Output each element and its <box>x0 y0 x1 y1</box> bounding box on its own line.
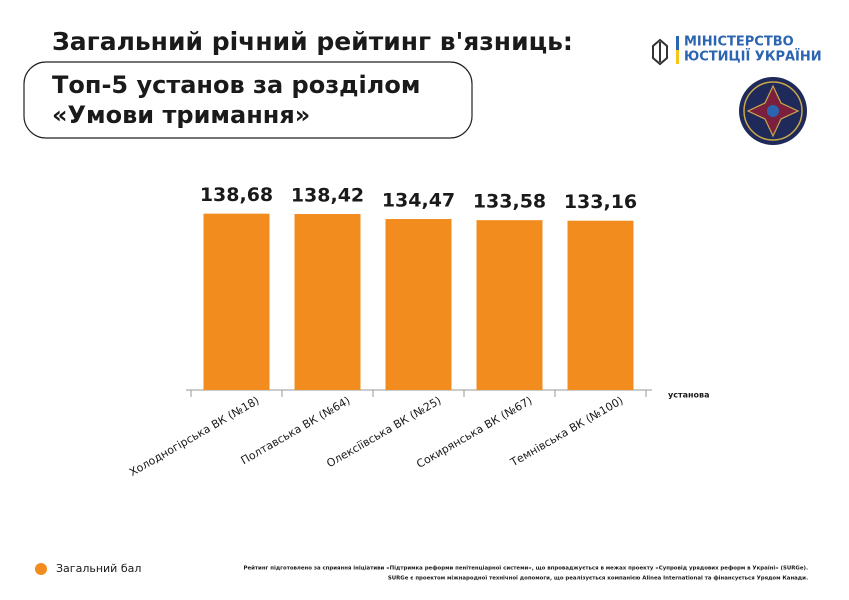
value-label: 133,58 <box>473 191 546 213</box>
subtitle-box <box>23 61 473 139</box>
x-axis-label: установа <box>668 391 709 400</box>
emblem <box>739 77 807 145</box>
bar <box>476 220 543 390</box>
value-label: 138,42 <box>291 185 364 207</box>
chart-title: Загальний річний рейтинг в'язниць: <box>52 27 573 56</box>
bar <box>294 214 361 390</box>
value-label: 138,68 <box>200 184 273 206</box>
value-label: 134,47 <box>382 190 455 212</box>
legend-label: Загальний бал <box>56 562 141 575</box>
bar <box>567 220 634 390</box>
bar <box>203 213 270 390</box>
logo-text: МІНІСТЕРСТВО <box>684 35 794 50</box>
subtitle: Топ-5 установ за розділом <box>52 71 420 99</box>
value-label: 133,16 <box>564 191 637 213</box>
footer-note: SURGe є проектом міжнародної технічної д… <box>388 575 808 582</box>
footer-note: Рейтинг підготовлено за сприяння ініціат… <box>244 565 808 572</box>
subtitle: «Умови тримання» <box>52 101 310 129</box>
bar <box>385 219 452 390</box>
ministry-logo <box>652 36 679 66</box>
legend-marker <box>35 563 47 575</box>
logo-text: ЮСТИЦІЇ УКРАЇНИ <box>684 49 822 65</box>
